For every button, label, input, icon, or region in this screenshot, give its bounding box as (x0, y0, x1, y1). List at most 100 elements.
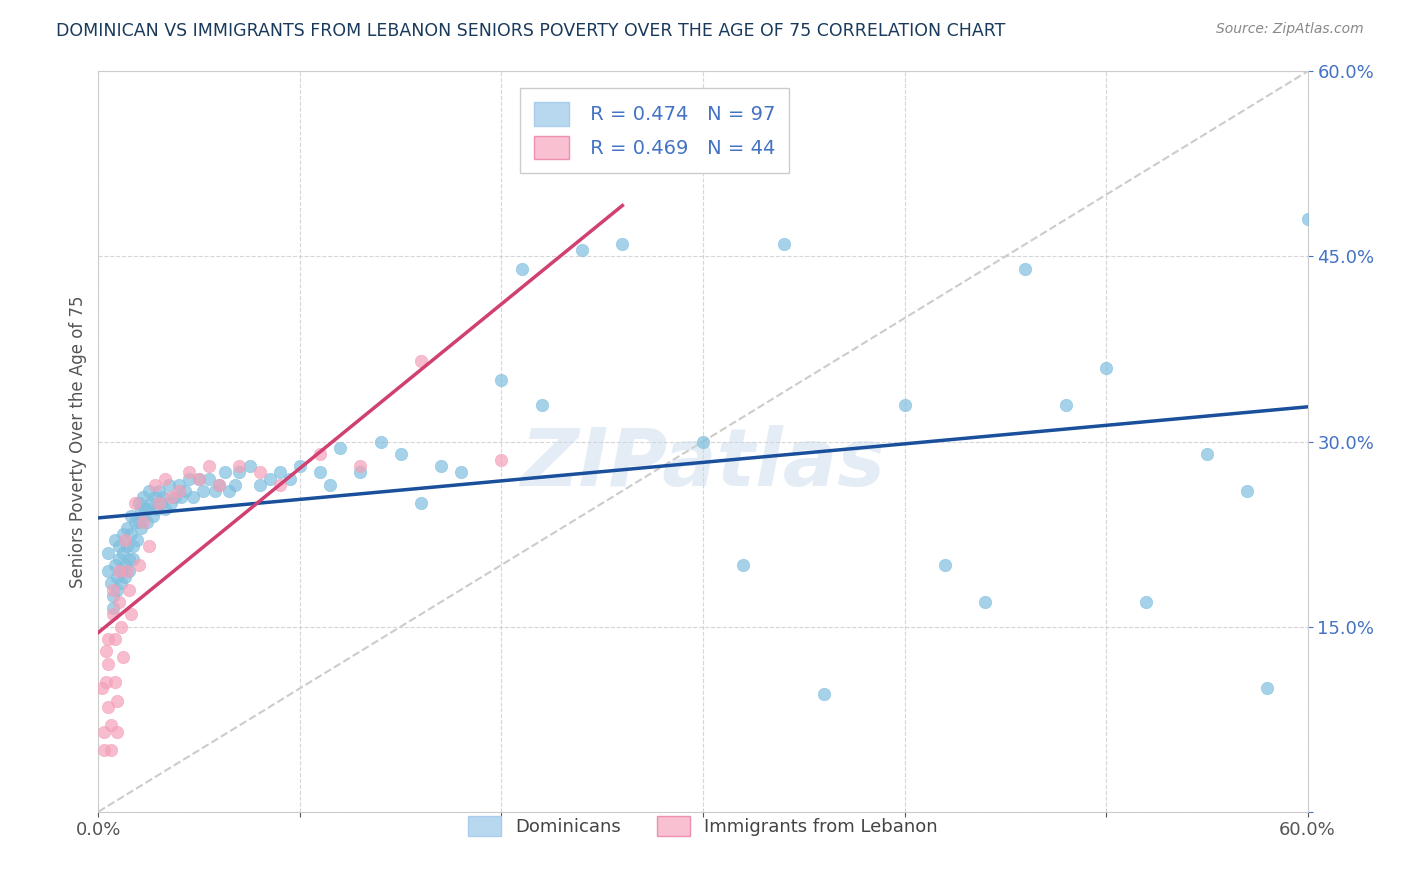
Point (107, 595, 129, 609)
Point (111, 546, 134, 560)
Point (93, 743, 115, 757)
Point (974, 595, 997, 609)
Point (110, 619, 132, 633)
Point (288, 459, 311, 474)
Point (1014, 261, 1036, 276)
Point (259, 471, 281, 485)
Point (132, 515, 155, 529)
Text: DOMINICAN VS IMMIGRANTS FROM LEBANON SENIORS POVERTY OVER THE AGE OF 75 CORRELAT: DOMINICAN VS IMMIGRANTS FROM LEBANON SEN… (56, 22, 1005, 40)
Point (149, 496, 172, 510)
Point (163, 490, 186, 504)
Point (733, 558, 755, 572)
Point (103, 675, 125, 690)
Point (101, 589, 124, 603)
Point (143, 477, 166, 491)
Point (124, 496, 146, 510)
Point (124, 515, 146, 529)
Point (118, 551, 141, 566)
Point (389, 447, 412, 461)
Point (179, 466, 201, 480)
Point (148, 496, 170, 510)
Point (510, 261, 533, 276)
Point (139, 496, 162, 510)
Point (107, 551, 129, 566)
Point (214, 466, 236, 480)
Point (319, 477, 342, 491)
Point (121, 551, 143, 566)
Point (571, 244, 593, 258)
Point (160, 496, 183, 510)
Point (228, 466, 250, 480)
Point (138, 483, 160, 498)
Point (174, 483, 197, 498)
Point (100, 743, 122, 757)
Point (153, 471, 176, 485)
Point (110, 564, 132, 578)
Point (188, 471, 211, 485)
Point (132, 490, 155, 504)
Point (103, 558, 125, 572)
Point (115, 540, 138, 554)
Point (97, 546, 120, 560)
Point (128, 496, 150, 510)
Point (115, 564, 138, 578)
Point (309, 466, 332, 480)
Point (160, 490, 183, 504)
Point (118, 582, 141, 597)
Point (152, 490, 174, 504)
Point (97, 699, 120, 714)
Point (370, 434, 392, 449)
Point (249, 477, 271, 491)
Point (934, 558, 956, 572)
Point (224, 477, 246, 491)
Point (409, 354, 432, 368)
Point (100, 576, 122, 591)
Point (121, 540, 143, 554)
Point (772, 237, 794, 252)
Legend: Dominicans, Immigrants from Lebanon: Dominicans, Immigrants from Lebanon (461, 809, 945, 844)
Point (692, 434, 714, 449)
Point (349, 466, 371, 480)
Point (114, 570, 136, 584)
Point (179, 471, 201, 485)
Point (349, 459, 371, 474)
Point (157, 477, 180, 491)
Point (103, 632, 125, 646)
Point (198, 459, 221, 474)
Point (329, 441, 352, 455)
Point (1296, 212, 1319, 227)
Point (1054, 398, 1077, 412)
Point (153, 502, 176, 516)
Point (1256, 681, 1278, 696)
Point (204, 483, 226, 498)
Point (135, 515, 157, 529)
Point (129, 521, 152, 535)
Point (132, 508, 155, 523)
Point (134, 502, 156, 516)
Point (167, 477, 190, 491)
Point (409, 496, 432, 510)
Point (309, 447, 332, 461)
Point (138, 540, 160, 554)
Point (893, 398, 915, 412)
Point (218, 483, 240, 498)
Point (125, 533, 148, 548)
Point (105, 570, 128, 584)
Point (101, 601, 124, 615)
Text: ZIPatlas: ZIPatlas (520, 425, 886, 503)
Point (142, 508, 165, 523)
Point (208, 477, 231, 491)
Point (100, 718, 122, 732)
Point (148, 483, 170, 498)
Point (146, 502, 169, 516)
Text: Source: ZipAtlas.com: Source: ZipAtlas.com (1216, 22, 1364, 37)
Point (114, 558, 136, 572)
Point (120, 508, 142, 523)
Point (97, 657, 120, 671)
Point (128, 515, 150, 529)
Point (491, 373, 513, 387)
Point (228, 459, 250, 474)
Y-axis label: Seniors Poverty Over the Age of 75: Seniors Poverty Over the Age of 75 (69, 295, 87, 588)
Point (167, 483, 190, 498)
Point (118, 564, 141, 578)
